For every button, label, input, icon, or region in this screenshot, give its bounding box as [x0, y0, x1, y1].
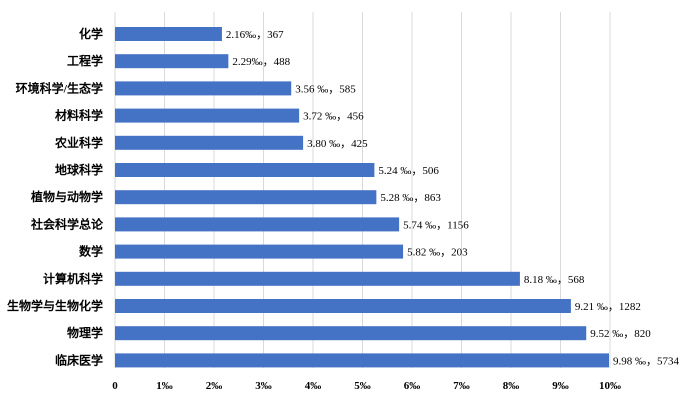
data-label: 9.52 ‰，820 [590, 328, 651, 340]
category-label: 植物与动物学 [30, 189, 103, 204]
category-label: 环境科学/生态学 [16, 80, 103, 95]
bar [115, 217, 400, 232]
bar [115, 271, 520, 286]
data-label: 9.21 ‰，1282 [575, 301, 641, 313]
category-label: 临床医学 [55, 352, 103, 367]
category-label: 社会科学总论 [30, 216, 104, 231]
bar [115, 81, 292, 96]
bar [115, 299, 571, 313]
bar [115, 326, 587, 341]
data-label: 9.98 ‰，5734 [613, 355, 679, 367]
data-label: 5.28 ‰，863 [380, 192, 441, 204]
category-label: 数学 [79, 244, 103, 259]
data-label: 5.74 ‰，1156 [403, 219, 469, 231]
bar [115, 190, 377, 205]
x-tick-label: 4‰ [305, 380, 322, 392]
x-tick-label: 1‰ [156, 380, 173, 392]
x-tick-label: 8‰ [503, 380, 520, 392]
bars [115, 27, 610, 368]
data-label: 5.82 ‰，203 [407, 247, 468, 259]
data-label: 5.24 ‰，506 [378, 165, 439, 177]
bar [115, 108, 300, 123]
category-label: 物理学 [67, 325, 103, 340]
x-tick-label: 2‰ [206, 380, 223, 392]
bar [115, 27, 222, 41]
bar [115, 244, 404, 259]
data-label: 3.80 ‰，425 [307, 138, 368, 150]
x-tick-label: 9‰ [552, 380, 569, 392]
x-tick-label: 5‰ [354, 380, 371, 392]
x-tick-label: 3‰ [255, 380, 272, 392]
category-label: 地球科学 [55, 162, 103, 177]
category-label: 农业科学 [54, 135, 103, 150]
category-label: 材料科学 [54, 108, 103, 123]
category-label: 生物学与生物化学 [7, 298, 103, 313]
bar [115, 135, 304, 150]
data-label: 3.56 ‰，585 [295, 83, 356, 95]
category-label: 计算机科学 [43, 271, 103, 286]
bar [115, 163, 375, 177]
bar [115, 54, 229, 69]
x-tick-label: 7‰ [453, 380, 470, 392]
data-label: 2.29‰，488 [232, 56, 290, 68]
data-labels: 2.16‰，367 2.29‰，488 3.56 ‰，585 3.72 ‰，456 3.… [226, 29, 680, 367]
data-label: 3.72 ‰，456 [303, 111, 364, 123]
bar [115, 353, 610, 368]
category-label: 工程学 [67, 53, 103, 68]
data-label: 8.18 ‰，568 [524, 274, 585, 286]
category-labels: 化学工程学环境科学/生态学材料科学农业科学地球科学植物与动物学社会科学总论数学计… [7, 26, 104, 367]
category-label: 化学 [79, 26, 103, 41]
x-axis-tick-labels: 0 1‰ 2‰ 3‰ 4‰ 5‰ 6‰ 7‰ 8‰ 9‰ 10‰ [112, 380, 621, 392]
x-tick-label: 6‰ [404, 380, 421, 392]
x-tick-label: 10‰ [599, 380, 621, 392]
x-tick-label: 0 [112, 380, 118, 392]
data-label: 2.16‰，367 [226, 29, 284, 41]
